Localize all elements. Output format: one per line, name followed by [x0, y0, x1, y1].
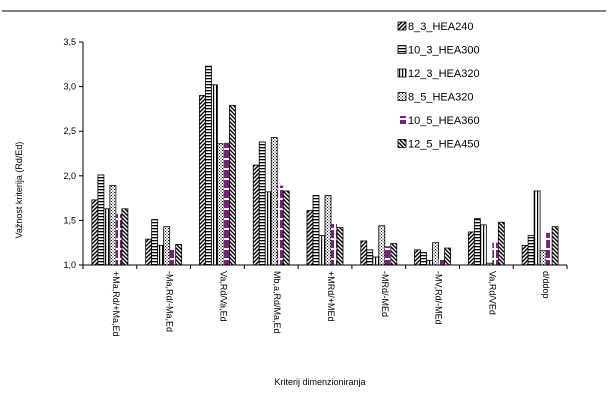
bar [163, 226, 171, 266]
legend-label: 8_5_HEA320 [408, 92, 473, 104]
bar [175, 244, 183, 266]
bar [414, 249, 421, 266]
bar [223, 142, 230, 265]
y-tick-label: 3,0 [63, 82, 76, 92]
bar [492, 242, 499, 265]
bar [336, 227, 344, 266]
bar [306, 210, 314, 266]
legend-swatch [398, 116, 406, 124]
bar [217, 143, 224, 266]
bar [539, 250, 547, 266]
bar [258, 141, 266, 266]
bar [533, 190, 541, 266]
bar [211, 84, 218, 266]
bar [151, 219, 159, 266]
bar [121, 208, 129, 266]
bar [109, 185, 117, 266]
legend-swatch [397, 139, 407, 148]
bar [252, 164, 260, 266]
y-tick-label: 2,0 [63, 171, 76, 181]
legend-swatch [397, 45, 407, 54]
bar [384, 246, 391, 265]
x-axis-ticks: +Ma,Rd/+Ma,Ed -Ma,Rd/-Ma,Ed Va,Rd/Va,Ed Mb,… [82, 265, 568, 337]
bar [205, 65, 212, 266]
y-axis-title: Važnost kriterija (Rd/Ed) [14, 142, 24, 239]
bar [331, 223, 337, 265]
bar [479, 224, 487, 266]
bar [199, 95, 206, 266]
x-tick-label: Va,Rd/Va,Ed [218, 271, 228, 322]
legend-label: 12_3_HEA320 [408, 68, 480, 80]
bar [277, 185, 284, 265]
bar [426, 260, 433, 266]
bar [91, 199, 99, 266]
y-tick-label: 2,5 [63, 126, 76, 136]
x-tick-label: +MRd/+MEd [326, 271, 336, 322]
x-tick-label: Mb,a,Rd/Ma,Ed [272, 271, 282, 334]
bar [229, 104, 236, 266]
legend-label: 12_5_HEA450 [408, 139, 480, 151]
bar [145, 238, 153, 266]
bar [169, 249, 176, 265]
bar [282, 190, 290, 266]
bar [467, 231, 475, 266]
bar [324, 195, 332, 266]
bar [318, 235, 326, 266]
x-tick-label: -MV,Rd/-MEd [434, 271, 444, 325]
bar [366, 249, 374, 266]
legend-label: 8_3_HEA240 [408, 21, 473, 33]
bar [270, 137, 278, 266]
bar [115, 214, 122, 265]
bar [390, 243, 398, 266]
bar [473, 218, 481, 266]
bar [432, 242, 439, 266]
bar [372, 256, 380, 266]
legend-label: 10_3_HEA300 [408, 45, 480, 57]
bar [378, 225, 386, 266]
x-tick-label: +Ma,Rd/+Ma,Ed [111, 271, 121, 337]
bar [312, 195, 320, 266]
legend: 8_3_HEA240 10_3_HEA300 12_3_HEA320 8_5_HEA3… [397, 21, 480, 151]
bar [264, 191, 272, 266]
y-tick-label: 3,5 [63, 37, 76, 47]
bar [97, 174, 105, 266]
x-axis-title: Kriterij dimenzioniranja [274, 377, 365, 387]
bar [438, 258, 445, 265]
legend-label: 10_5_HEA360 [408, 115, 480, 127]
y-axis-ticks: 1,0 1,5 2,0 2,5 3,0 3,5 [63, 37, 83, 270]
bars [91, 65, 559, 266]
plot-area: 1,0 1,5 2,0 2,5 3,0 3,5 +Ma,Rd/+Ma,Ed -Ma,Rd/-… [63, 37, 568, 337]
bar [360, 240, 368, 266]
legend-swatch [397, 21, 407, 31]
x-tick-label: Va,Rd/VEd [487, 271, 497, 315]
y-tick-label: 1,5 [63, 215, 76, 225]
bar [527, 235, 535, 266]
legend-swatch [397, 92, 407, 101]
bar [521, 244, 529, 266]
x-tick-label: d/ddop [541, 271, 551, 299]
bar [103, 208, 111, 266]
bar [546, 232, 553, 265]
x-tick-label: -MRd/-MEd [380, 271, 390, 317]
bar [551, 226, 559, 266]
bar [497, 221, 505, 266]
bar [420, 252, 427, 266]
y-tick-label: 1,0 [63, 260, 76, 270]
x-tick-label: -Ma,Rd/-Ma,Ed [165, 271, 175, 332]
bar [444, 247, 451, 266]
legend-swatch [397, 68, 407, 78]
bar [157, 244, 165, 266]
